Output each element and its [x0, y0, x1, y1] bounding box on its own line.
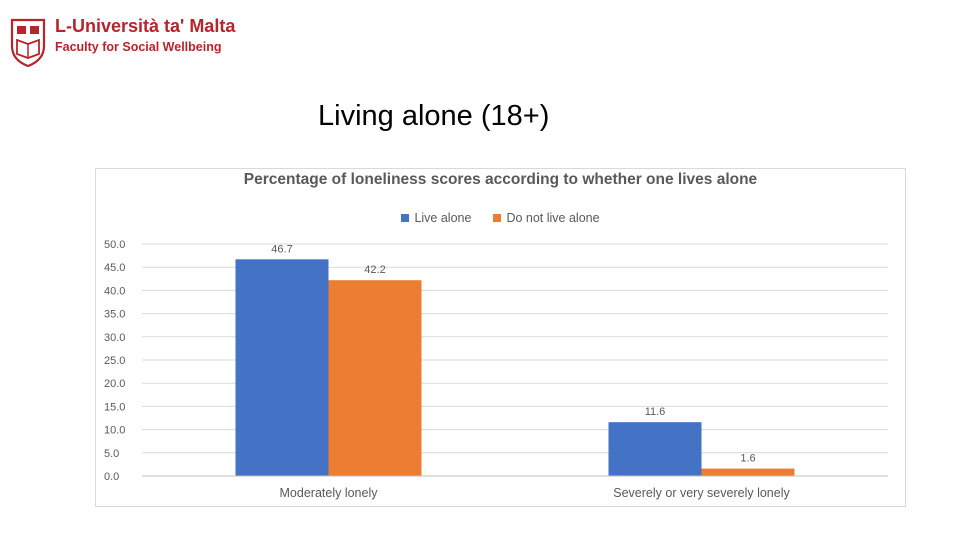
legend-swatch-do-not-live-alone	[493, 214, 502, 222]
university-name: L-Università ta' Malta	[55, 16, 236, 36]
bar	[235, 259, 329, 476]
y-tick-label: 30.0	[104, 332, 125, 344]
y-tick-label: 45.0	[104, 262, 125, 274]
data-label: 11.6	[645, 406, 666, 418]
legend-item-live-alone: Live alone	[401, 211, 471, 225]
chart-legend: Live alone Do not live alone	[96, 211, 905, 225]
chart-title: Percentage of loneliness scores accordin…	[243, 171, 758, 188]
bar	[701, 468, 795, 476]
university-crest-icon	[10, 18, 46, 68]
faculty-name: Faculty for Social Wellbeing	[55, 40, 222, 54]
chart-container: Percentage of loneliness scores accordin…	[95, 168, 906, 507]
y-tick-label: 40.0	[104, 285, 125, 297]
legend-item-do-not-live-alone: Do not live alone	[493, 211, 600, 225]
data-label: 46.7	[271, 243, 292, 255]
slide-title: Living alone (18+)	[318, 100, 550, 132]
y-tick-label: 15.0	[104, 401, 125, 413]
chart-plot-area: 0.0 5.0 10.0 15.0 20.0 25.0 30.0 35.0 40.0 45.0 50…	[104, 239, 888, 500]
university-logo: L-Università ta' Malta Faculty for Socia…	[8, 14, 235, 70]
y-tick-label: 35.0	[104, 309, 125, 321]
bar	[328, 280, 422, 476]
legend-label-live-alone: Live alone	[414, 211, 472, 225]
y-tick-label: 0.0	[104, 471, 119, 483]
legend-swatch-live-alone	[401, 214, 410, 222]
y-tick-label: 5.0	[104, 448, 119, 460]
legend-label-do-not-live-alone: Do not live alone	[506, 211, 600, 225]
y-tick-label: 10.0	[104, 425, 125, 437]
bar	[608, 422, 702, 476]
y-tick-label: 50.0	[104, 239, 125, 251]
x-category-label: Severely or very severely lonely	[613, 486, 790, 500]
data-label: 1.6	[740, 453, 755, 465]
data-label: 42.2	[364, 264, 385, 276]
y-tick-label: 25.0	[104, 355, 125, 367]
x-category-label: Moderately lonely	[280, 486, 379, 500]
y-tick-label: 20.0	[104, 378, 125, 390]
